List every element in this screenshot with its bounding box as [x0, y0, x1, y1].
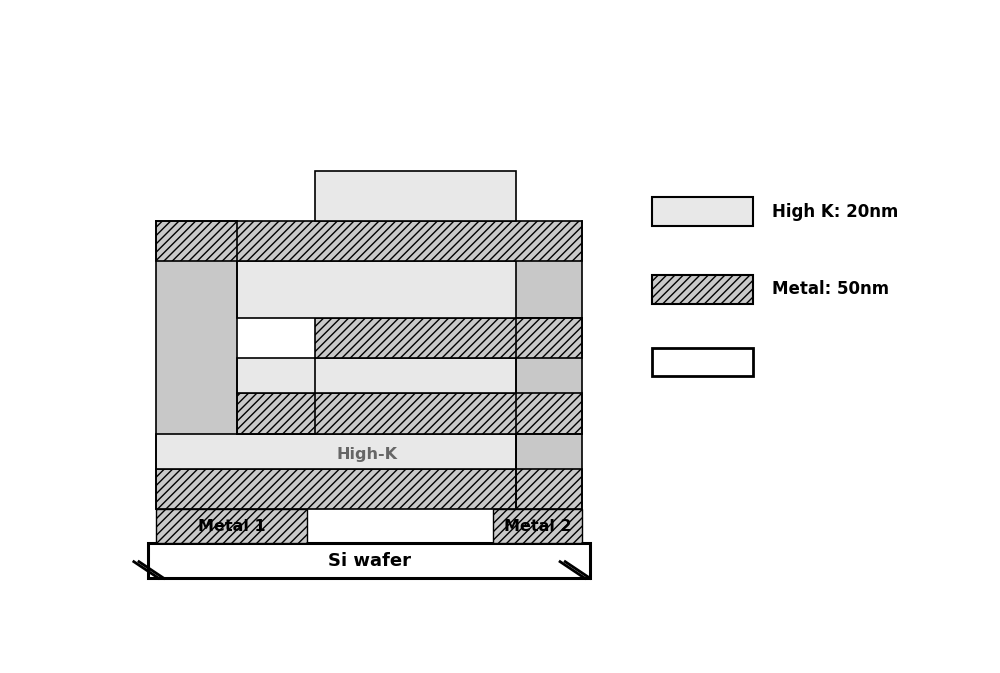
- Bar: [315, 172, 516, 221]
- Bar: [652, 348, 753, 376]
- Text: High K: 20nm: High K: 20nm: [772, 203, 899, 221]
- Bar: [652, 197, 753, 226]
- Bar: [237, 393, 582, 433]
- Bar: [156, 433, 516, 469]
- Bar: [156, 221, 582, 261]
- Text: Metal 1: Metal 1: [198, 519, 265, 534]
- Bar: [652, 275, 753, 304]
- Bar: [315, 318, 582, 358]
- Bar: [156, 509, 307, 543]
- Text: Metal: 50nm: Metal: 50nm: [772, 281, 889, 298]
- Bar: [237, 358, 516, 393]
- Bar: [516, 221, 582, 509]
- Bar: [237, 261, 516, 318]
- Text: Si wafer: Si wafer: [328, 552, 411, 569]
- Bar: [156, 221, 237, 509]
- Text: Metal 2: Metal 2: [504, 519, 572, 534]
- Bar: [148, 543, 590, 578]
- Bar: [156, 469, 582, 509]
- Text: High-K: High-K: [337, 448, 398, 462]
- Bar: [493, 509, 582, 543]
